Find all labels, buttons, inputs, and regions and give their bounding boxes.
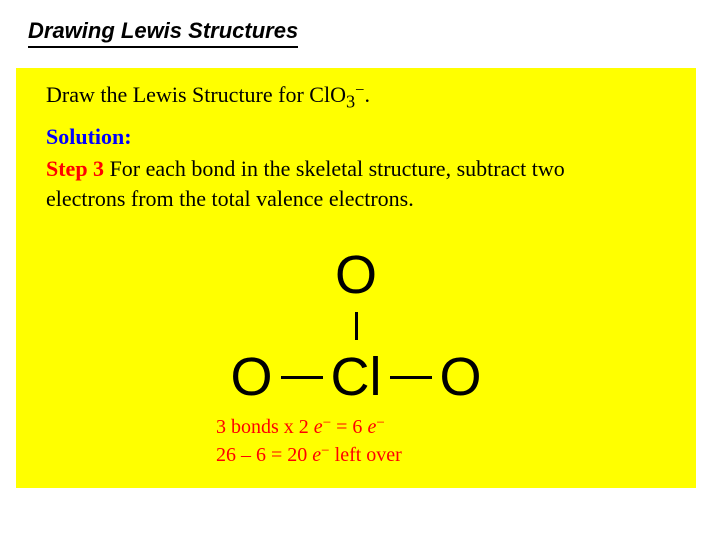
calc-line-2: 26 – 6 = 20 e− left over <box>216 444 402 467</box>
calc1-e2: e <box>367 416 376 438</box>
calc1-m1: − <box>323 415 331 431</box>
solution-label: Solution: <box>46 124 132 150</box>
atom-center: Cl <box>331 350 382 404</box>
prompt-line: Draw the Lewis Structure for ClO3−. <box>46 82 370 112</box>
structure-row: O Cl O <box>16 350 696 404</box>
atom-top: O <box>16 248 696 302</box>
lewis-structure: O O Cl O <box>16 248 696 404</box>
prompt-sub: 3 <box>346 91 355 111</box>
step-text-b: electrons from the total valence electro… <box>46 186 414 211</box>
prompt-prefix: Draw the Lewis Structure for ClO <box>46 82 346 107</box>
prompt-super: − <box>355 80 364 99</box>
content-panel: Draw the Lewis Structure for ClO3−. Solu… <box>16 68 696 488</box>
bond-right <box>390 376 432 379</box>
prompt-suffix: . <box>364 82 370 107</box>
calc2-m: − <box>321 443 329 459</box>
step-label: Step 3 <box>46 156 104 181</box>
calc1-a: 3 bonds x 2 <box>216 416 314 438</box>
step-text-a: For each bond in the skeletal structure,… <box>104 156 565 181</box>
step-text: Step 3 For each bond in the skeletal str… <box>46 154 666 213</box>
bond-left <box>281 376 323 379</box>
page-title: Drawing Lewis Structures <box>28 18 298 48</box>
calc2-a: 26 – 6 = 20 <box>216 444 312 466</box>
calc1-m2: − <box>376 415 384 431</box>
calc1-e1: e <box>314 416 323 438</box>
atom-left: O <box>230 350 272 404</box>
atom-right: O <box>440 350 482 404</box>
calc2-b: left over <box>330 444 402 466</box>
calc2-e: e <box>312 444 321 466</box>
bond-vertical <box>355 312 358 340</box>
calc1-b: = 6 <box>331 416 367 438</box>
calc-line-1: 3 bonds x 2 e− = 6 e− <box>216 416 385 439</box>
